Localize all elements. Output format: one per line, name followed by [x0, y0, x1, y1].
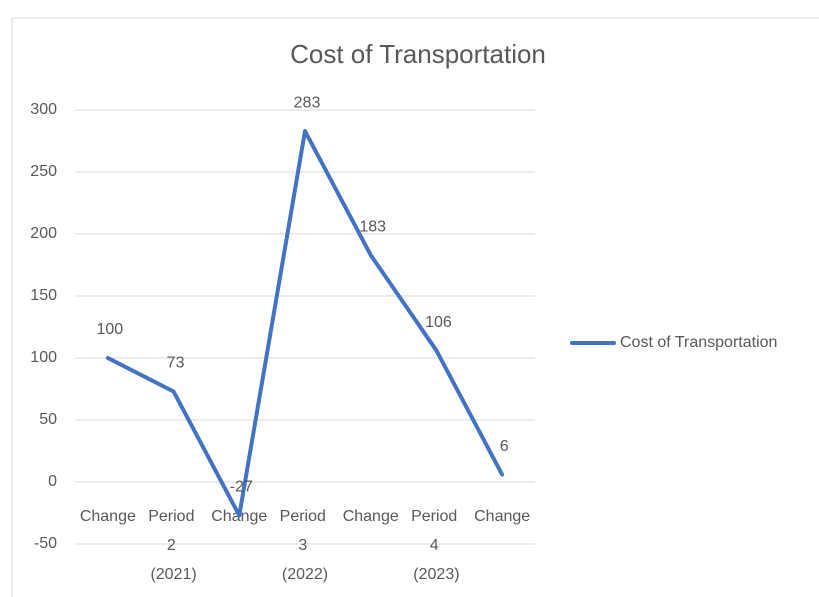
x-tick-label: Change [474, 508, 530, 525]
y-tick-label: 300 [30, 101, 57, 118]
y-tick-label: 250 [30, 163, 57, 180]
x-tick-label: Change [343, 508, 399, 525]
data-label: -27 [230, 479, 253, 496]
y-tick-label: 150 [30, 287, 57, 304]
x-tick-label: Change [80, 508, 136, 525]
line [105, 129, 505, 518]
y-tick-label: 50 [39, 411, 57, 428]
data-label: 100 [97, 321, 124, 338]
data-label: 106 [425, 314, 452, 331]
y-tick-label: 100 [30, 349, 57, 366]
y-tick-label: 200 [30, 225, 57, 242]
legend-label: Cost of Transportation [620, 334, 777, 351]
chart-title: Cost of Transportation [290, 39, 546, 69]
data-label: 183 [359, 218, 386, 235]
x-tick-label: Period 2 (2021) [148, 508, 199, 583]
y-tick-label: 0 [48, 473, 57, 490]
data-label: 6 [500, 438, 509, 455]
x-tick-label: Period 3 (2022) [280, 508, 331, 583]
data-label: 283 [294, 94, 321, 111]
data-label: 73 [167, 355, 185, 372]
x-tick-label: Period 4 (2023) [411, 508, 462, 583]
y-tick-label: -50 [34, 535, 57, 552]
